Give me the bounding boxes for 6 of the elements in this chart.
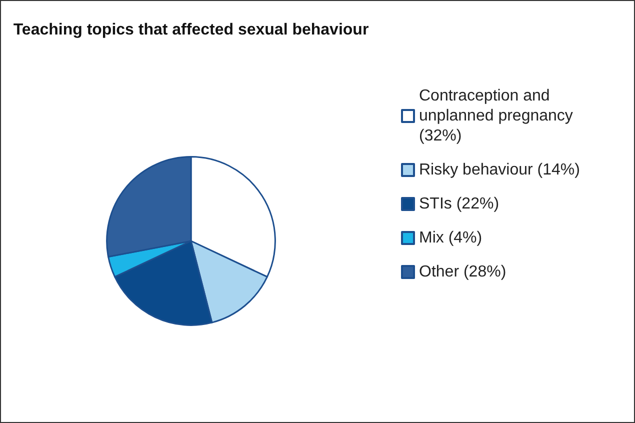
legend-label: STIs (22%) xyxy=(419,196,500,212)
legend-label: Mix (4%) xyxy=(419,230,482,246)
chart-title: Teaching topics that affected sexual behaviour xyxy=(13,22,369,38)
legend-label: Risky behaviour (14%) xyxy=(419,162,580,178)
legend-label: Other (28%) xyxy=(419,264,506,280)
legend-label: Contraception and unplanned pregnancy (32%) xyxy=(419,88,578,144)
